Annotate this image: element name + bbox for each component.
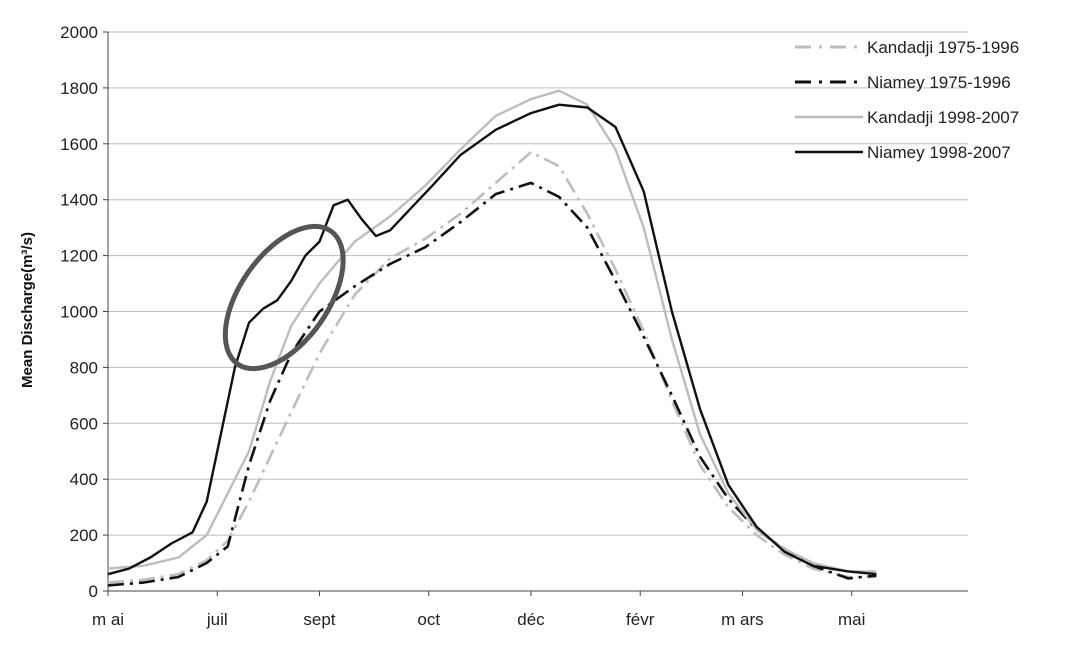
y-tick-label: 1800 (60, 79, 98, 98)
x-tick-label: mai (838, 610, 865, 629)
y-tick-label: 0 (89, 582, 98, 601)
y-tick-label: 400 (70, 470, 98, 489)
x-tick-label: déc (517, 610, 545, 629)
x-tick-label: m ars (721, 610, 764, 629)
annotations (222, 223, 346, 372)
legend-label-3: Niamey 1998-2007 (867, 143, 1011, 162)
series-line-2 (107, 89, 877, 573)
legend-label-2: Kandadji 1998-2007 (867, 108, 1019, 127)
series-line-1 (107, 181, 877, 587)
y-tick-label: 2000 (60, 23, 98, 42)
y-axis: 0 200 400 600 800 1000 1200 1400 1600 1800 2000 (60, 23, 109, 601)
y-tick-label: 200 (70, 526, 98, 545)
legend-label-1: Niamey 1975-1996 (867, 73, 1011, 92)
series-line-0 (107, 150, 877, 584)
y-tick-label: 800 (70, 358, 98, 377)
series-lines (107, 89, 877, 587)
x-tick-label: févr (626, 610, 655, 629)
y-tick-label: 1600 (60, 135, 98, 154)
x-tick-label: juil (206, 610, 228, 629)
x-tick-label: oct (417, 610, 440, 629)
legend-label-0: Kandadji 1975-1996 (867, 38, 1019, 57)
y-tick-label: 1000 (60, 303, 98, 322)
legend: Kandadji 1975-1996 Niamey 1975-1996 Kandad… (795, 38, 1019, 162)
x-tick-label: sept (303, 610, 335, 629)
y-axis-label: Mean Discharge(m³/s) (19, 232, 36, 388)
y-tick-label: 1400 (60, 191, 98, 210)
gridlines (108, 31, 968, 592)
x-tick-label: m ai (92, 610, 124, 629)
y-tick-label: 1200 (60, 247, 98, 266)
x-axis: m ai juil sept oct déc févr m ars mai (92, 590, 968, 629)
y-tick-label: 600 (70, 414, 98, 433)
highlight-ellipse (222, 223, 346, 372)
series-line-3 (107, 103, 877, 576)
